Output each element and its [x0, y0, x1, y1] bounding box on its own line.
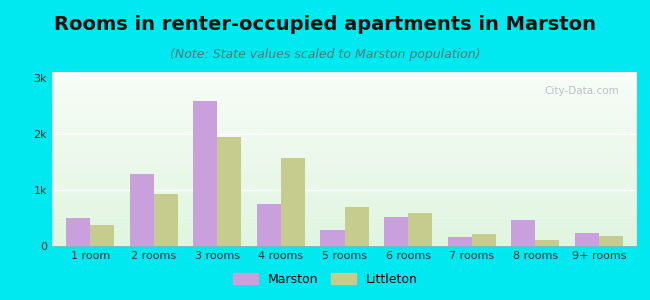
Bar [281, 158, 305, 246]
Bar [384, 218, 408, 246]
Text: City-Data.com: City-Data.com [545, 86, 619, 96]
Bar [408, 213, 432, 246]
Bar [257, 204, 281, 246]
Bar [344, 207, 369, 246]
Bar [511, 220, 535, 246]
Bar [217, 137, 242, 246]
Bar [575, 233, 599, 246]
Bar [535, 239, 560, 246]
Bar [66, 218, 90, 246]
Bar [320, 230, 344, 246]
Bar [154, 194, 178, 246]
Bar [129, 174, 154, 246]
Text: (Note: State values scaled to Marston population): (Note: State values scaled to Marston po… [170, 48, 480, 61]
Bar [599, 236, 623, 246]
Bar [193, 101, 217, 246]
Text: Rooms in renter-occupied apartments in Marston: Rooms in renter-occupied apartments in M… [54, 15, 596, 34]
Bar [472, 234, 496, 246]
Legend: Marston, Littleton: Marston, Littleton [227, 268, 422, 291]
Bar [447, 237, 472, 246]
Bar [90, 225, 114, 246]
